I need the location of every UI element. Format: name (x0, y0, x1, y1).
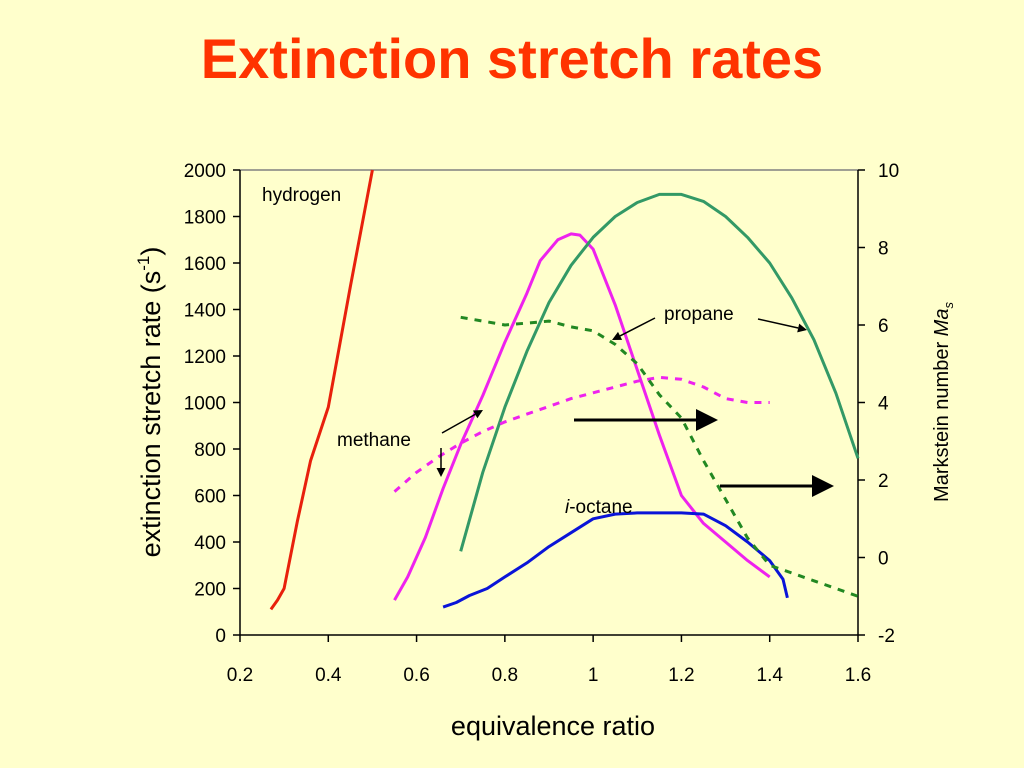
x-tick-label: 0.6 (403, 665, 429, 686)
y-left-axis-title-main: extinction stretch rate (s (136, 271, 166, 558)
x-axis-title: equivalence ratio (451, 711, 655, 741)
y-right-tick-label: -2 (878, 626, 895, 647)
arrow-propane-to-right-axis-head (812, 475, 834, 497)
y-right-axis-title-main: Markstein number (931, 336, 953, 502)
series-i-octane (442, 511, 789, 609)
arrow-methane-to-right-axis-head (696, 409, 718, 431)
y-right-axis-title: Markstein number Mas (931, 302, 956, 502)
arrow-propane-to-right-axis (720, 475, 834, 497)
label-i-octane-rest: -octane (569, 497, 632, 518)
series-methane (393, 232, 771, 601)
x-tick-label: 1 (588, 665, 599, 686)
pointer-propane-dashed-head (612, 331, 623, 340)
x-tick-label: 1.6 (845, 665, 871, 686)
series-propane (459, 192, 860, 552)
pointer-methane-dashed-head (436, 468, 446, 477)
pointer-propane-solid (757, 318, 807, 333)
y-left-tick-label: 0 (215, 626, 226, 647)
pointer-propane-dashed (612, 317, 656, 340)
pointer-propane-solid-shaft (757, 318, 799, 329)
y-left-tick-label: 1400 (184, 301, 226, 322)
y-left-tick-label: 2000 (184, 161, 226, 182)
series-layer (269, 169, 860, 611)
y-right-tick-label: 10 (878, 161, 899, 182)
pointer-methane-solid-shaft (441, 413, 476, 434)
series-hydrogen (269, 169, 374, 611)
label-i-octane: i-octane (565, 497, 633, 518)
y-right-axis-title-italic: Ma (931, 309, 953, 337)
y-left-axis-title-close: ) (136, 247, 166, 256)
arrows-layer (436, 317, 834, 497)
y-left-tick-label: 1000 (184, 394, 226, 415)
pointer-propane-dashed-shaft (619, 317, 656, 337)
pointer-propane-solid-head (797, 323, 807, 333)
y-left-tick-label: 600 (194, 487, 226, 508)
pointer-methane-dashed (436, 448, 446, 477)
series-methane-ma (393, 375, 770, 493)
y-left-tick-label: 400 (194, 533, 226, 554)
y-left-axis-title-sup: -1 (134, 256, 153, 271)
slide-title: Extinction stretch rates (200, 27, 824, 90)
y-left-tick-label: 800 (194, 440, 226, 461)
x-tick-label: 0.4 (315, 665, 342, 686)
y-right-tick-label: 6 (878, 316, 889, 337)
x-tick-label: 0.8 (492, 665, 518, 686)
label-methane: methane (337, 430, 411, 451)
y-left-tick-label: 1800 (184, 208, 226, 229)
plot-frame (239, 169, 859, 636)
label-i-octane-italic: i (565, 497, 570, 518)
y-right-tick-label: 8 (878, 239, 889, 260)
y-left-tick-label: 200 (194, 580, 226, 601)
x-tick-label: 1.2 (668, 665, 694, 686)
y-left-axis-title: extinction stretch rate (s-1) (134, 247, 166, 558)
x-tick-label: 1.4 (757, 665, 784, 686)
ticks-layer: 0.2 0.4 0.6 0.8 1 1.2 1.4 1.6 0 200 400 600 800 1000 1… (184, 161, 899, 686)
y-right-tick-label: 2 (878, 471, 889, 492)
pointer-methane-solid (441, 410, 483, 434)
y-right-tick-label: 4 (878, 394, 889, 415)
y-left-tick-label: 1200 (184, 347, 226, 368)
arrow-methane-to-right-axis (574, 409, 718, 431)
y-left-tick-label: 1600 (184, 254, 226, 275)
label-hydrogen: hydrogen (262, 185, 341, 206)
label-propane: propane (664, 304, 734, 325)
pointer-methane-solid-head (472, 410, 483, 419)
series-propane-ma (460, 315, 859, 598)
x-tick-label: 0.2 (227, 665, 253, 686)
y-right-tick-label: 0 (878, 549, 889, 570)
y-right-axis-title-sub: s (941, 302, 956, 309)
